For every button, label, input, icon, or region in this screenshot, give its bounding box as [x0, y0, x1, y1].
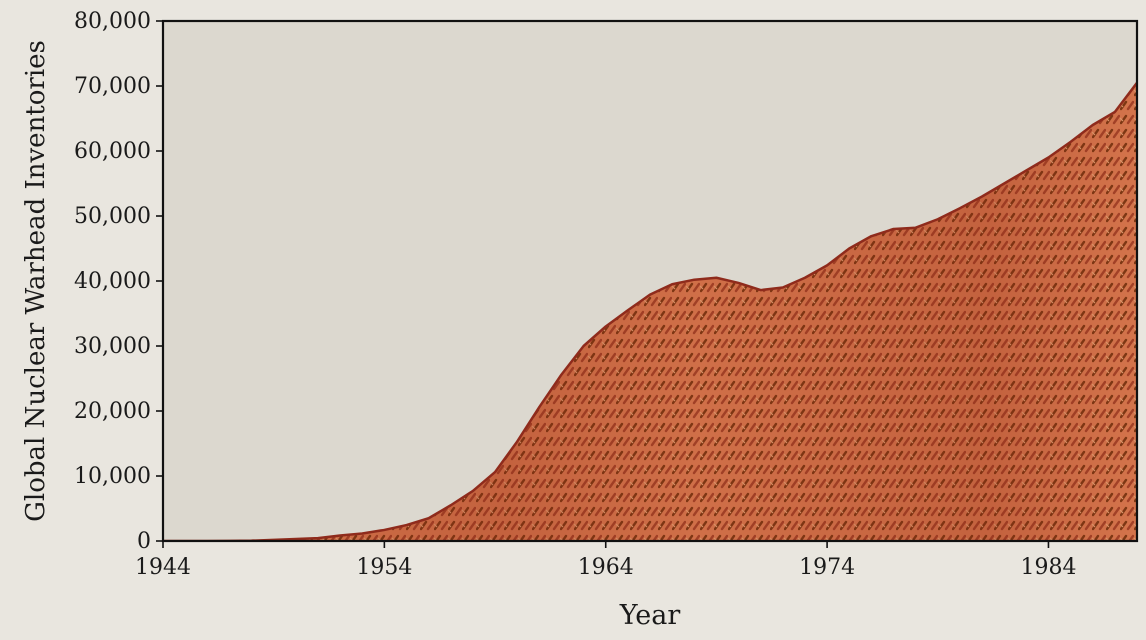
- y-tick-label: 40,000: [74, 269, 151, 294]
- y-axis: 0 10,000 20,000 30,000 40,000 50,000 60,000 70,…: [74, 9, 163, 554]
- y-tick-label: 50,000: [74, 204, 151, 229]
- x-tick-label: 1984: [1020, 555, 1076, 580]
- x-tick-label: 1974: [799, 555, 855, 580]
- x-axis: 1944 1954 1964 1974 1984: [135, 541, 1076, 580]
- x-tick-label: 1964: [578, 555, 634, 580]
- x-tick-label: 1954: [356, 555, 412, 580]
- series-area-shading: [163, 82, 1137, 541]
- x-tick-label: 1944: [135, 555, 191, 580]
- y-tick-label: 20,000: [74, 399, 151, 424]
- series-line: [163, 81, 1137, 541]
- y-tick-label: 10,000: [74, 464, 151, 489]
- y-tick-label: 80,000: [74, 9, 151, 34]
- y-tick-label: 30,000: [74, 334, 151, 359]
- x-axis-label: Year: [619, 600, 681, 631]
- y-tick-label: 0: [137, 529, 151, 554]
- y-tick-label: 60,000: [74, 139, 151, 164]
- y-tick-label: 70,000: [74, 74, 151, 99]
- y-axis-label: Global Nuclear Warhead Inventories: [21, 40, 51, 522]
